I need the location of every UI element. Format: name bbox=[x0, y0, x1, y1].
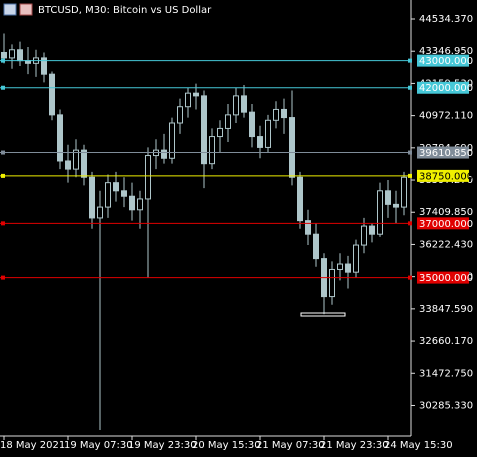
level-label-box bbox=[417, 54, 469, 67]
x-tick-label: 18 May 2021 bbox=[0, 440, 65, 451]
level-label: 43000.000 bbox=[419, 56, 473, 67]
candle-body bbox=[209, 136, 215, 165]
y-tick-label: 44534.370 bbox=[419, 14, 473, 25]
level-handle bbox=[408, 85, 412, 90]
candle-body bbox=[41, 57, 47, 75]
candle-body bbox=[49, 73, 55, 116]
candle-body bbox=[297, 176, 303, 222]
y-tick-label: 31472.750 bbox=[419, 368, 473, 379]
level-handle bbox=[408, 150, 412, 155]
level-label-box bbox=[417, 271, 469, 284]
candle-body bbox=[145, 155, 151, 200]
level-handle bbox=[408, 221, 412, 226]
level-label-box bbox=[417, 146, 469, 159]
candle-body bbox=[369, 225, 375, 235]
level-label-box bbox=[417, 217, 469, 230]
candle-body bbox=[225, 114, 231, 129]
candle-body bbox=[313, 233, 319, 260]
level-handle bbox=[1, 275, 5, 280]
level-handle bbox=[1, 150, 5, 155]
candle-body bbox=[65, 160, 71, 170]
level-label: 39610.850 bbox=[419, 148, 473, 159]
drawn-object bbox=[300, 312, 346, 317]
candle-body bbox=[273, 108, 279, 121]
candle-body bbox=[17, 49, 23, 62]
chart-icon bbox=[19, 3, 33, 16]
candle-body bbox=[201, 95, 207, 165]
candle-body bbox=[185, 92, 191, 108]
candle-body bbox=[193, 92, 199, 97]
candle-body bbox=[249, 111, 255, 138]
y-tick-label: 43346.950 bbox=[419, 46, 473, 57]
x-tick-label: 21 May 23:30 bbox=[320, 440, 389, 451]
level-handle bbox=[1, 221, 5, 226]
level-label-box bbox=[417, 81, 469, 94]
level-handle bbox=[1, 58, 5, 63]
candle-body bbox=[113, 182, 119, 192]
candle-body bbox=[121, 190, 127, 197]
candle-body bbox=[305, 220, 311, 235]
candle-body bbox=[81, 149, 87, 178]
candle-body bbox=[1, 51, 7, 59]
candle-body bbox=[217, 127, 223, 138]
candle-body bbox=[161, 149, 167, 159]
candle-body bbox=[73, 149, 79, 170]
candle-body bbox=[329, 268, 335, 298]
level-handle bbox=[408, 58, 412, 63]
candle-body bbox=[281, 108, 287, 119]
candle-body bbox=[401, 176, 407, 208]
candle-body bbox=[177, 106, 183, 124]
candle-body bbox=[105, 182, 111, 208]
window-icon bbox=[3, 3, 17, 16]
candle-body bbox=[233, 95, 239, 116]
y-tick-label: 32660.170 bbox=[419, 336, 473, 347]
level-label: 42000.000 bbox=[419, 83, 473, 94]
candle-body bbox=[265, 119, 271, 148]
level-handle bbox=[408, 173, 412, 178]
level-handle bbox=[1, 85, 5, 90]
x-tick-label: 19 May 07:30 bbox=[64, 440, 133, 451]
candle-body bbox=[137, 198, 143, 211]
candle-body bbox=[385, 190, 391, 205]
candle-body bbox=[89, 176, 95, 219]
level-handle bbox=[408, 275, 412, 280]
candle-body bbox=[9, 49, 15, 59]
level-label: 38750.000 bbox=[419, 171, 473, 182]
plot-area bbox=[1, 33, 407, 431]
y-tick-label: 30285.330 bbox=[419, 400, 473, 411]
candle-body bbox=[377, 190, 383, 235]
candle-body bbox=[97, 206, 103, 219]
level-handle bbox=[1, 173, 5, 178]
level-label: 35000.000 bbox=[419, 273, 473, 284]
candle-body bbox=[257, 136, 263, 148]
level-label: 37000.000 bbox=[419, 219, 473, 230]
candle-body bbox=[169, 122, 175, 159]
y-tick-label: 37409.850 bbox=[419, 207, 473, 218]
x-tick-label: 19 May 23:30 bbox=[128, 440, 197, 451]
y-tick-label: 40972.110 bbox=[419, 111, 473, 122]
y-tick-label: 33847.590 bbox=[419, 304, 473, 315]
candle-body bbox=[129, 195, 135, 211]
candle-body bbox=[361, 225, 367, 246]
candle-body bbox=[289, 117, 295, 178]
x-tick-label: 20 May 15:30 bbox=[192, 440, 261, 451]
candle-body bbox=[393, 203, 399, 208]
candle-body bbox=[353, 244, 359, 273]
candle-body bbox=[337, 263, 343, 270]
level-label-box bbox=[417, 169, 469, 182]
x-tick-label: 21 May 07:30 bbox=[256, 440, 325, 451]
y-tick-label: 36222.430 bbox=[419, 239, 473, 250]
candle-body bbox=[241, 95, 247, 113]
candle-body bbox=[57, 114, 63, 162]
candle-body bbox=[345, 263, 351, 273]
x-tick-label: 24 May 15:30 bbox=[384, 440, 453, 451]
chart-title: BTCUSD, M30: Bitcoin vs US Dollar bbox=[38, 5, 212, 16]
